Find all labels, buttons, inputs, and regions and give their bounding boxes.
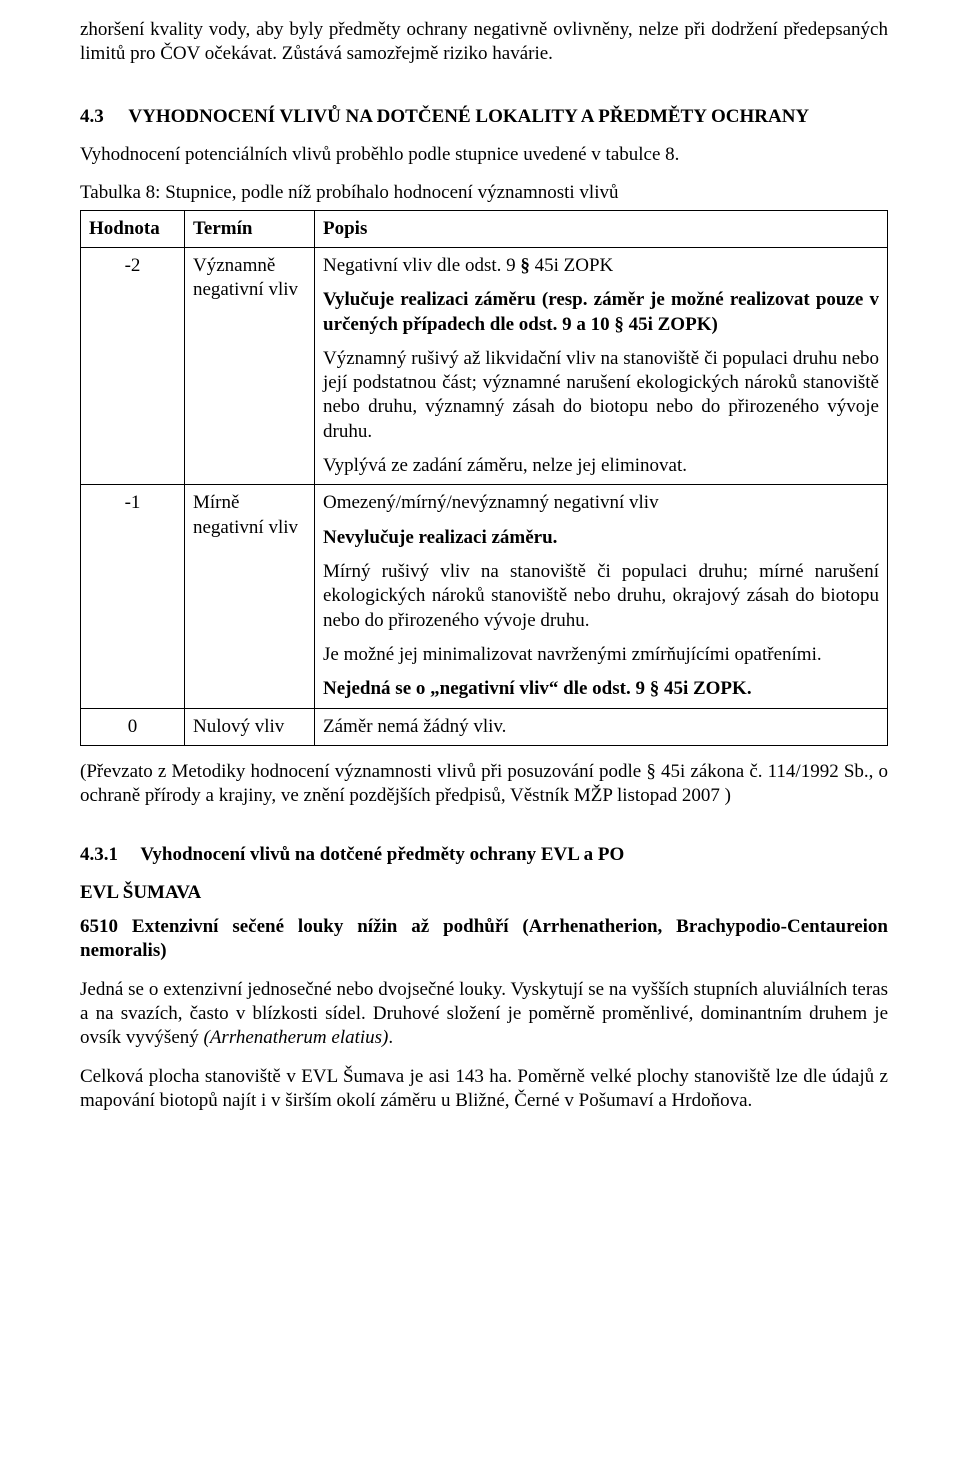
popis-line: Vyplývá ze zadání záměru, nelze jej elim… bbox=[323, 454, 879, 478]
table-row: 0 Nulový vliv Záměr nemá žádný vliv. bbox=[81, 708, 888, 745]
popis-line: Vylučuje realizaci záměru (resp. záměr j… bbox=[323, 288, 879, 337]
source-paragraph: (Převzato z Metodiky hodnocení významnos… bbox=[80, 760, 888, 809]
cell-popis: Záměr nemá žádný vliv. bbox=[315, 708, 888, 745]
source-text: (Převzato z Metodiky hodnocení významnos… bbox=[80, 761, 646, 782]
subsection-number: 4.3.1 bbox=[80, 843, 136, 867]
cell-termin: Významně negativní vliv bbox=[185, 247, 315, 485]
popis-line: Nejedná se o „negativní vliv“ dle odst. … bbox=[323, 677, 879, 701]
col-popis: Popis bbox=[315, 210, 888, 247]
cell-termin: Nulový vliv bbox=[185, 708, 315, 745]
cell-popis: Negativní vliv dle odst. 9 § 45i ZOPK Vy… bbox=[315, 247, 888, 485]
cell-hodnota: -2 bbox=[81, 247, 185, 485]
popis-text: 45i ZOPK. bbox=[664, 678, 752, 699]
section-number: 4.3 bbox=[80, 105, 124, 129]
popis-text: 45i ZOPK bbox=[535, 255, 614, 276]
intro-paragraph: zhoršení kvality vody, aby byly předměty… bbox=[80, 18, 888, 67]
habitat-paragraph: Jedná se o extenzivní jednosečné nebo dv… bbox=[80, 978, 888, 1051]
habitat-heading: 6510 Extenzivní sečené louky nížin až po… bbox=[80, 915, 888, 964]
cell-hodnota: -1 bbox=[81, 485, 185, 708]
table-header-row: Hodnota Termín Popis bbox=[81, 210, 888, 247]
popis-text: Negativní vliv dle odst. 9 bbox=[323, 255, 520, 276]
popis-line: Nevylučuje realizaci záměru. bbox=[323, 526, 879, 550]
popis-line: Negativní vliv dle odst. 9 § 45i ZOPK bbox=[323, 254, 879, 278]
popis-line: Mírný rušivý vliv na stanoviště či popul… bbox=[323, 560, 879, 633]
col-termin: Termín bbox=[185, 210, 315, 247]
section-heading: 4.3 VYHODNOCENÍ VLIVŮ NA DOTČENÉ LOKALIT… bbox=[80, 105, 888, 129]
evl-label: EVL ŠUMAVA bbox=[80, 881, 888, 905]
popis-line: Je možné jej minimalizovat navrženými zm… bbox=[323, 643, 879, 667]
popis-line: Záměr nemá žádný vliv. bbox=[323, 715, 879, 739]
table-row: -1 Mírně negativní vliv Omezený/mírný/ne… bbox=[81, 485, 888, 708]
stupnice-table: Hodnota Termín Popis -2 Významně negativ… bbox=[80, 210, 888, 746]
subsection-title: Vyhodnocení vlivů na dotčené předměty oc… bbox=[140, 844, 624, 865]
section-title: VYHODNOCENÍ VLIVŮ NA DOTČENÉ LOKALITY A … bbox=[128, 106, 809, 127]
popis-text: Nejedná se o „negativní vliv“ dle odst. … bbox=[323, 678, 650, 699]
table-caption: Tabulka 8: Stupnice, podle níž probíhalo… bbox=[80, 181, 888, 205]
popis-line: Omezený/mírný/nevýznamný negativní vliv bbox=[323, 491, 879, 515]
col-hodnota: Hodnota bbox=[81, 210, 185, 247]
cell-termin: Mírně negativní vliv bbox=[185, 485, 315, 708]
cell-hodnota: 0 bbox=[81, 708, 185, 745]
popis-text: Vylučuje realizaci záměru (resp. záměr j… bbox=[323, 289, 879, 334]
cell-popis: Omezený/mírný/nevýznamný negativní vliv … bbox=[315, 485, 888, 708]
subsection-heading: 4.3.1 Vyhodnocení vlivů na dotčené předm… bbox=[80, 843, 888, 867]
popis-text: 45i ZOPK) bbox=[629, 314, 718, 335]
habitat-paragraph: Celková plocha stanoviště v EVL Šumava j… bbox=[80, 1065, 888, 1114]
section-paragraph: Vyhodnocení potenciálních vlivů proběhlo… bbox=[80, 143, 888, 167]
table-row: -2 Významně negativní vliv Negativní vli… bbox=[81, 247, 888, 485]
popis-line: Významný rušivý až likvidační vliv na st… bbox=[323, 347, 879, 444]
